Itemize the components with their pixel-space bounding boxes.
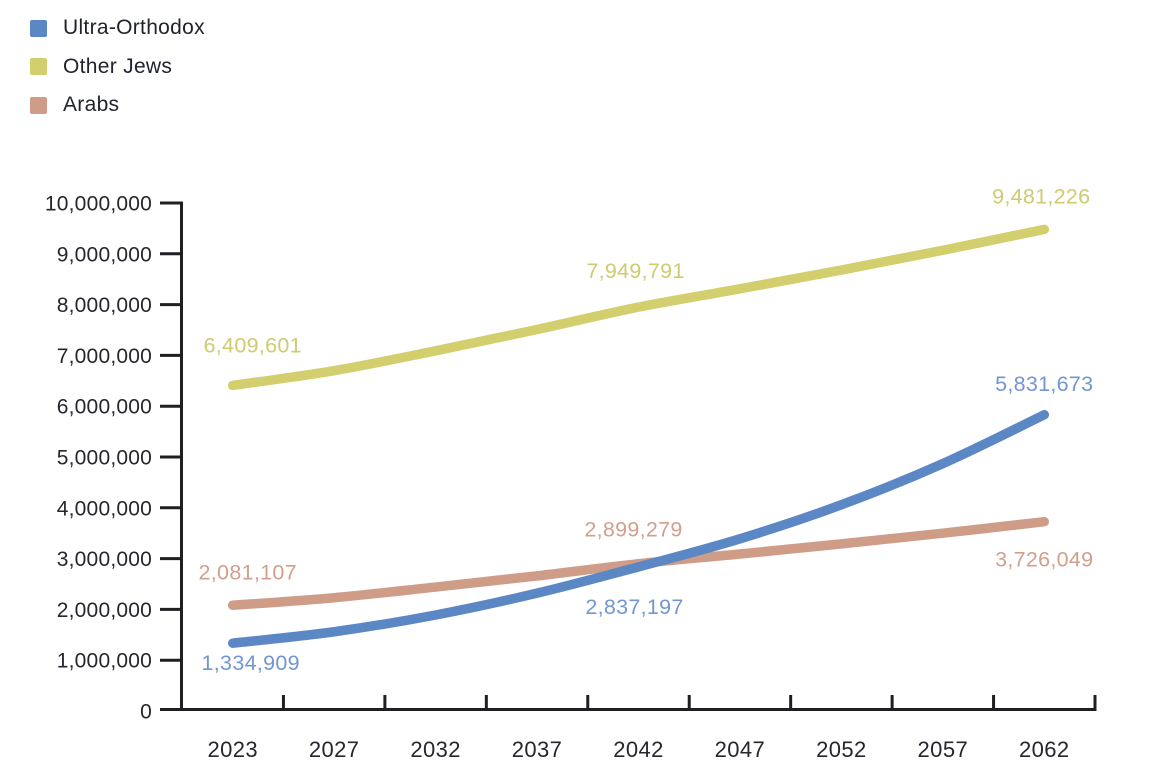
x-axis-label: 2032: [410, 737, 461, 762]
x-axis-label: 2037: [512, 737, 563, 762]
data-label-ultra-orthodox: 1,334,909: [202, 651, 300, 675]
data-label-arabs: 3,726,049: [995, 548, 1093, 572]
x-axis-label: 2047: [715, 737, 766, 762]
legend-label-other-jews: Other Jews: [63, 54, 173, 78]
legend-item-ultra-orthodox: Ultra-Orthodox: [30, 16, 205, 40]
data-label-arabs: 2,899,279: [584, 518, 682, 542]
y-axis-label: 1,000,000: [57, 650, 152, 673]
x-axis-label: 2062: [1019, 737, 1070, 762]
data-label-other-jews: 9,481,226: [992, 184, 1090, 208]
x-axis-label: 2027: [309, 737, 360, 762]
legend-label-ultra-orthodox: Ultra-Orthodox: [63, 16, 205, 39]
y-axis-label: 7,000,000: [57, 345, 152, 368]
legend-swatch-other-jews-icon: [30, 58, 47, 75]
data-label-ultra-orthodox: 5,831,673: [995, 372, 1093, 396]
x-axis-label: 2057: [918, 737, 969, 762]
legend-swatch-ultra-orthodox-icon: [30, 19, 47, 37]
data-label-other-jews: 6,409,601: [204, 333, 302, 357]
y-axis-label: 10,000,000: [45, 193, 152, 216]
x-axis-label: 2052: [816, 737, 867, 762]
x-axis-label: 2023: [207, 737, 258, 762]
y-axis-label: 0: [140, 701, 152, 724]
data-label-ultra-orthodox: 2,837,197: [585, 595, 683, 619]
series-line-ultra-orthodox: [227, 410, 1050, 648]
y-axis-label: 6,000,000: [57, 396, 152, 419]
y-axis-label: 4,000,000: [57, 497, 152, 520]
legend-label-arabs: Arabs: [63, 93, 120, 116]
legend-item-other-jews: Other Jews: [30, 55, 205, 79]
y-axis-label: 2,000,000: [57, 599, 152, 622]
legend-swatch-arabs-icon: [30, 96, 47, 114]
data-label-other-jews: 7,949,791: [586, 259, 684, 283]
y-axis-label: 8,000,000: [57, 294, 152, 317]
series-line-other-jews: [227, 224, 1050, 391]
legend: Ultra-Orthodox Other Jews Arabs: [30, 16, 205, 117]
data-label-arabs: 2,081,107: [199, 560, 297, 584]
y-axis-label: 3,000,000: [57, 548, 152, 571]
y-axis-label: 5,000,000: [57, 447, 152, 470]
legend-item-arabs: Arabs: [30, 93, 205, 117]
x-axis-label: 2042: [613, 737, 664, 762]
y-axis-label: 9,000,000: [57, 243, 152, 266]
